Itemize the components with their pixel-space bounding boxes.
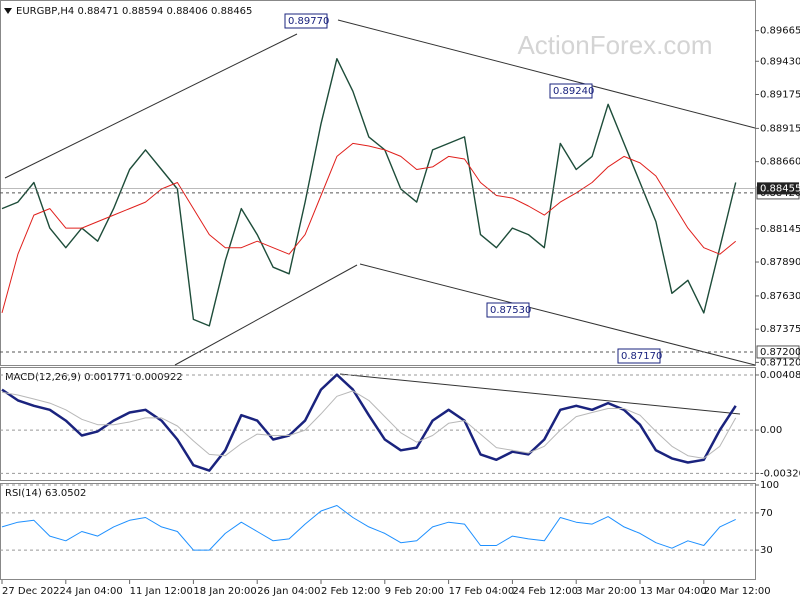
x-tick-label: 2 Feb 12:00	[321, 586, 380, 597]
last-price-label: 0.88455	[760, 183, 800, 194]
price-label: 0.87200	[760, 347, 800, 358]
annotation: 0.87530	[490, 305, 531, 316]
x-tick-label: 27 Dec 2022	[2, 586, 66, 597]
trend-line	[339, 373, 741, 415]
macd-panel	[0, 367, 756, 481]
menu-arrow[interactable]	[4, 8, 12, 14]
trend-line	[359, 263, 756, 366]
series-line	[1, 505, 736, 551]
y-tick-label: 0.88915	[760, 123, 800, 134]
annotation-box	[549, 83, 593, 99]
x-tick-label: 20 Mar 12:00	[704, 586, 771, 597]
last-price-box	[757, 182, 799, 195]
y-tick-label: 0.88660	[760, 157, 800, 168]
x-tick-label: 11 Jan 12:00	[130, 586, 193, 597]
x-tick-label: 26 Jan 04:00	[257, 586, 320, 597]
watermark: ActionForex.com	[517, 30, 712, 60]
x-tick-label: 17 Feb 04:00	[449, 586, 515, 597]
trend-line	[174, 264, 358, 366]
series-line	[1, 58, 737, 327]
x-tick-label: 4 Jan 04:00	[66, 586, 123, 597]
y-tick-label: 70	[760, 508, 773, 519]
y-tick-label: 30	[760, 545, 773, 556]
annotation-box	[284, 13, 328, 29]
series-line	[1, 373, 737, 472]
series-line	[1, 390, 737, 459]
chart-title: EURGBP,H4 0.88471 0.88594 0.88406 0.8846…	[16, 6, 252, 17]
y-tick-label: 0.87120	[760, 357, 800, 368]
x-tick-label: 24 Feb 12:00	[512, 586, 578, 597]
y-tick-label: 0.00	[760, 425, 782, 436]
y-tick-label: -0.003209	[760, 468, 800, 479]
annotation: 0.87170	[621, 351, 662, 362]
y-tick-label: 0.87630	[760, 291, 800, 302]
trend-line	[4, 33, 298, 179]
y-tick-label: 100	[760, 480, 779, 491]
y-tick-label: 0.87890	[760, 257, 800, 268]
y-tick-label: 0.89175	[760, 90, 800, 101]
annotation-box	[486, 302, 530, 318]
trend-lines	[4, 19, 756, 415]
y-tick-label: 0.89665	[760, 26, 800, 37]
annotation: 0.89240	[553, 86, 594, 97]
x-tick-label: 18 Jan 20:00	[193, 586, 256, 597]
y-tick-label: 0.89430	[760, 56, 800, 67]
y-tick-label: 0.88145	[760, 224, 800, 235]
trend-line	[337, 19, 756, 129]
rsi-title: RSI(14) 63.0502	[5, 488, 86, 499]
macd-title: MACD(12,26,9) 0.001771 0.000922	[5, 372, 183, 383]
annotation-box	[617, 348, 661, 364]
x-tick-label: 3 Mar 20:00	[576, 586, 636, 597]
price-panel	[0, 0, 756, 366]
annotation: 0.89770	[288, 16, 329, 27]
x-tick-label: 9 Feb 20:00	[385, 586, 444, 597]
x-tick-label: 13 Mar 04:00	[640, 586, 707, 597]
y-tick-label: 0.87375	[760, 324, 800, 335]
rsi-panel	[0, 483, 756, 580]
series-line	[1, 142, 737, 314]
price-label-box	[756, 345, 800, 359]
y-tick-label: 0.004083	[760, 370, 800, 381]
